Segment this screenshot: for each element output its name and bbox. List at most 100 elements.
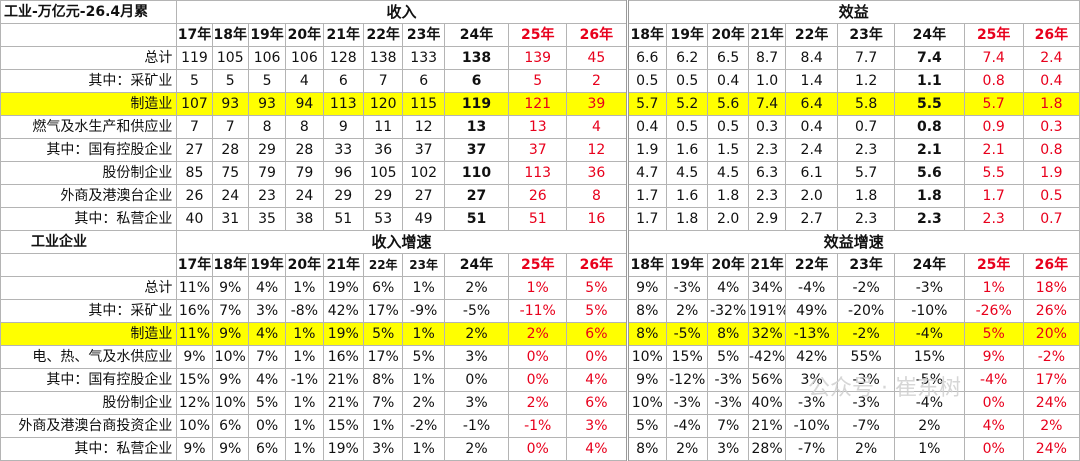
profit-cell: 2.4 bbox=[1022, 46, 1080, 70]
revenue-cell: 7 bbox=[211, 115, 249, 139]
profit-cell: 8.7 bbox=[747, 46, 787, 70]
year-header: 23年 bbox=[837, 253, 896, 277]
revenue-cell: 19% bbox=[322, 276, 365, 300]
revenue-cell: 9% bbox=[211, 276, 249, 300]
revenue-cell: 5% bbox=[566, 276, 628, 300]
profit-cell: 5.5 bbox=[963, 161, 1024, 185]
revenue-cell: 40 bbox=[176, 207, 213, 231]
profit-cell: 1.9 bbox=[1022, 161, 1080, 185]
profit-cell: 2% bbox=[665, 437, 709, 461]
profit-cell: 28% bbox=[747, 437, 787, 461]
revenue-cell: 27 bbox=[176, 138, 213, 162]
profit-cell: -12% bbox=[665, 368, 709, 392]
profit-cell: -7% bbox=[785, 437, 839, 461]
profit-cell: 1.8 bbox=[837, 184, 896, 208]
revenue-cell: 105 bbox=[362, 161, 404, 185]
revenue-cell: -11% bbox=[508, 299, 568, 323]
year-header: 18年 bbox=[625, 253, 667, 277]
profit-cell: 5.7 bbox=[963, 92, 1024, 116]
year-header: 26年 bbox=[566, 253, 628, 277]
profit-cell: 2.3 bbox=[747, 184, 787, 208]
year-header-blank bbox=[0, 253, 178, 277]
profit-cell: 1.7 bbox=[963, 184, 1024, 208]
revenue-cell: 21% bbox=[322, 368, 365, 392]
revenue-cell: 16 bbox=[566, 207, 628, 231]
row-label: 其中：国有控股企业 bbox=[0, 368, 178, 392]
revenue-cell: 133 bbox=[402, 46, 445, 70]
revenue-cell: 6 bbox=[322, 69, 365, 93]
year-header: 22年 bbox=[785, 253, 839, 277]
revenue-cell: 6% bbox=[566, 391, 628, 415]
revenue-cell: 24 bbox=[285, 184, 324, 208]
revenue-cell: 4% bbox=[247, 322, 287, 346]
profit-cell: 1.4 bbox=[785, 69, 839, 93]
profit-cell: 191% bbox=[747, 299, 787, 323]
profit-cell: -5% bbox=[665, 322, 709, 346]
year-header: 23年 bbox=[402, 23, 445, 47]
profit-cell: 0.8 bbox=[894, 115, 965, 139]
revenue-cell: 5% bbox=[247, 391, 287, 415]
profit-cell: 0.5 bbox=[665, 69, 709, 93]
revenue-cell: 8% bbox=[362, 368, 404, 392]
group-header-revenue: 收入 bbox=[176, 0, 628, 24]
table-row: 燃气及水生产和供应业 7 7 8 8 9 11 12 13 13 4 0.4 0.5 0.5 0.3 0.4 0… bbox=[0, 115, 1080, 139]
revenue-cell: -2% bbox=[402, 414, 445, 438]
revenue-cell: 1% bbox=[285, 276, 324, 300]
row-label: 总计 bbox=[0, 276, 178, 300]
revenue-cell: 2% bbox=[508, 391, 568, 415]
profit-cell: 1% bbox=[894, 437, 965, 461]
revenue-cell: 9% bbox=[176, 437, 213, 461]
row-label: 制造业 bbox=[0, 92, 178, 116]
profit-cell: 0.3 bbox=[1022, 115, 1080, 139]
table-title: 工业-万亿元-26.4月累 bbox=[0, 0, 178, 24]
table-row: 外商及港澳台企业 26 24 23 24 29 29 27 27 26 8 1.7 1.6 1.8 2.3 2… bbox=[0, 184, 1080, 208]
revenue-cell: 85 bbox=[176, 161, 213, 185]
group-header-revenue: 收入增速 bbox=[176, 230, 628, 254]
profit-cell: 15% bbox=[894, 345, 965, 369]
profit-cell: -7% bbox=[837, 414, 896, 438]
revenue-cell: 35 bbox=[247, 207, 287, 231]
revenue-cell: 9% bbox=[211, 368, 249, 392]
profit-cell: 0.5 bbox=[707, 115, 749, 139]
revenue-cell: 1% bbox=[402, 322, 445, 346]
group-header-profit: 效益 bbox=[625, 0, 1080, 24]
revenue-cell: 33 bbox=[322, 138, 365, 162]
profit-cell: 6.1 bbox=[785, 161, 839, 185]
row-label: 其中：采矿业 bbox=[0, 69, 178, 93]
year-header: 22年 bbox=[362, 23, 404, 47]
revenue-cell: 13 bbox=[508, 115, 568, 139]
profit-cell: 1.8 bbox=[894, 184, 965, 208]
revenue-cell: -5% bbox=[443, 299, 510, 323]
revenue-cell: 36 bbox=[566, 161, 628, 185]
revenue-cell: 2 bbox=[566, 69, 628, 93]
year-header: 25年 bbox=[508, 253, 568, 277]
table-row: 制造业 107 93 93 94 113 120 115 119 121 39 5.7 5.2 5.6 7.… bbox=[0, 92, 1080, 116]
revenue-cell: 27 bbox=[443, 184, 510, 208]
profit-cell: -3% bbox=[785, 391, 839, 415]
revenue-cell: 3% bbox=[443, 345, 510, 369]
profit-cell: 5.6 bbox=[707, 92, 749, 116]
year-header: 19年 bbox=[665, 23, 709, 47]
profit-cell: -4% bbox=[963, 368, 1024, 392]
revenue-cell: 45 bbox=[566, 46, 628, 70]
revenue-cell: 105 bbox=[211, 46, 249, 70]
revenue-cell: 1% bbox=[285, 345, 324, 369]
profit-cell: 4% bbox=[707, 276, 749, 300]
revenue-cell: 1% bbox=[285, 322, 324, 346]
profit-cell: 1.7 bbox=[625, 207, 667, 231]
revenue-cell: 21% bbox=[322, 391, 365, 415]
revenue-cell: 19% bbox=[322, 437, 365, 461]
year-header: 21年 bbox=[322, 253, 365, 277]
revenue-cell: 11 bbox=[362, 115, 404, 139]
profit-cell: 5.6 bbox=[894, 161, 965, 185]
revenue-cell: 17% bbox=[362, 299, 404, 323]
profit-cell: 1.0 bbox=[747, 69, 787, 93]
profit-cell: 6.6 bbox=[625, 46, 667, 70]
revenue-cell: 29 bbox=[322, 184, 365, 208]
group-header-profit: 效益增速 bbox=[625, 230, 1080, 254]
revenue-cell: 3% bbox=[566, 414, 628, 438]
revenue-cell: 4% bbox=[247, 368, 287, 392]
revenue-cell: 16% bbox=[176, 299, 213, 323]
profit-cell: 5% bbox=[625, 414, 667, 438]
